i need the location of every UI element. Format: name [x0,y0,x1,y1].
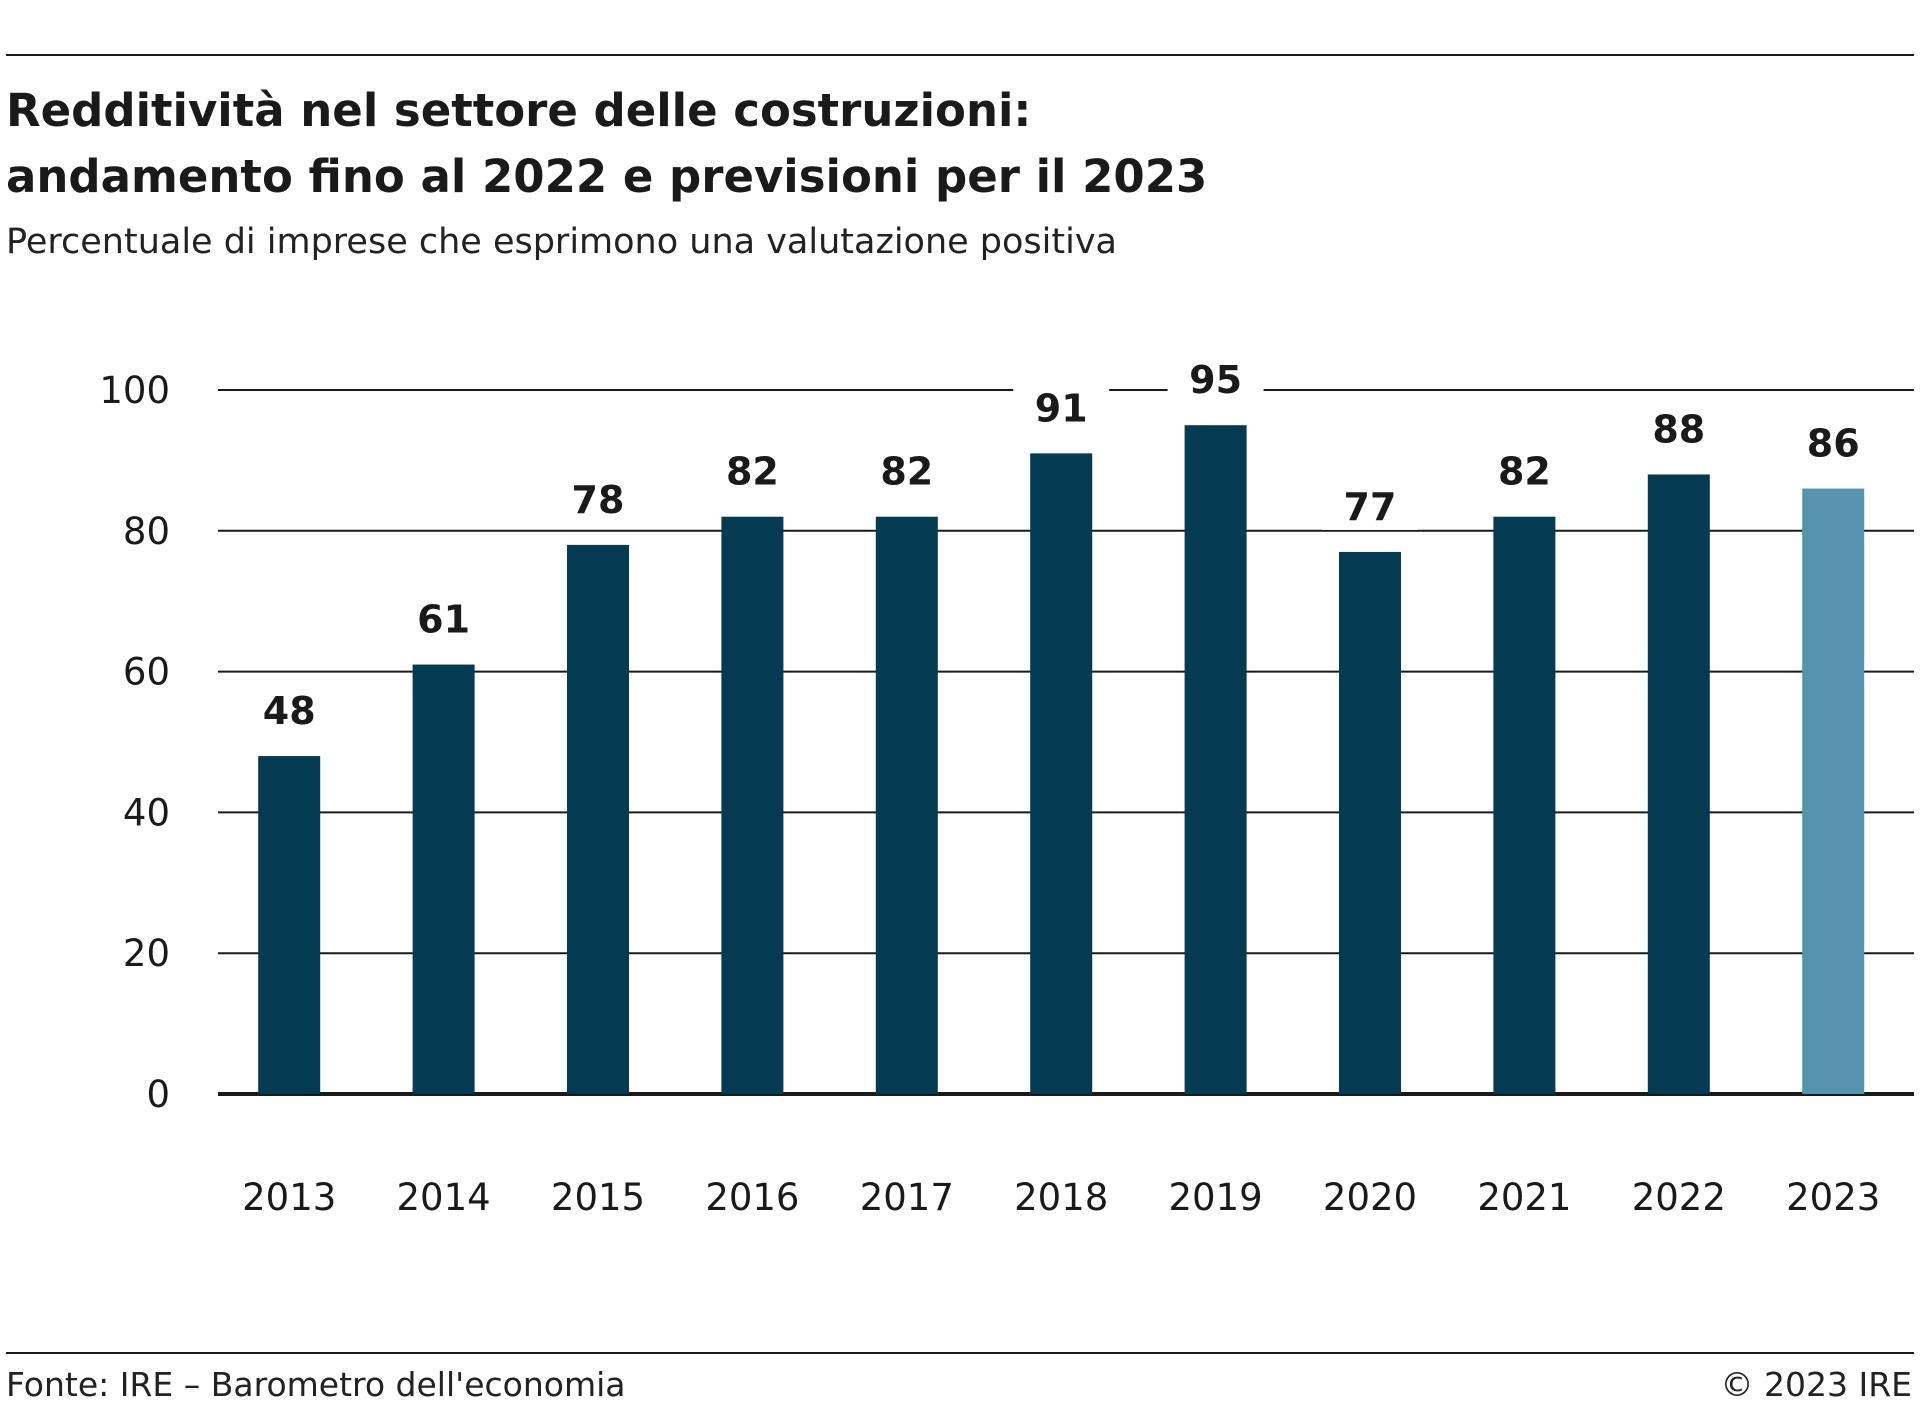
bar-2023 [1802,488,1865,1094]
data-label-2020: 77 [1344,485,1397,529]
data-labels: 48 61 78 82 82 91 95 77 82 88 86 [241,349,1882,735]
data-label-background [395,588,492,643]
y-tick-label: 80 [123,510,170,553]
y-tick-label: 100 [99,369,170,412]
bar-2015 [567,544,629,1094]
x-tick-label-2015: 2015 [551,1176,645,1219]
data-label-background [1630,398,1727,453]
x-tick-label-2016: 2016 [705,1176,799,1219]
data-label-2015: 78 [572,478,625,522]
data-label-2018: 91 [1035,386,1088,430]
data-label-2014: 61 [417,598,470,642]
data-label-background [1013,377,1110,432]
data-label-background [241,680,338,735]
bar-2021 [1493,516,1556,1094]
x-tick-label-2014: 2014 [397,1176,491,1219]
data-label-2017: 82 [880,450,933,494]
y-tick-label: 60 [123,651,170,694]
y-tick-label: 40 [123,791,170,834]
bar-2017 [875,516,938,1094]
source-note: Fonte: IRE – Barometro dell'economia [6,1365,626,1404]
data-label-background [550,468,646,523]
x-tick-label-2021: 2021 [1477,1176,1571,1219]
y-axis-tick-labels: 0 20 40 60 80 100 [99,369,170,1116]
chart-title-line-2: andamento fino al 2022 e previsioni per … [6,150,1208,203]
x-tick-label-2013: 2013 [242,1176,336,1219]
top-rule [6,54,1914,56]
x-tick-label-2022: 2022 [1632,1176,1726,1219]
chart-title-line-1: Redditività nel settore delle costruzion… [6,84,1032,137]
x-tick-label-2019: 2019 [1169,1176,1263,1219]
data-label-2021: 82 [1498,450,1551,494]
data-label-background [1322,475,1418,530]
data-label-background [1167,349,1264,404]
data-label-background [1785,412,1882,467]
y-tick-label: 20 [123,932,170,975]
bar-2022 [1647,474,1710,1095]
data-label-background [704,440,801,495]
x-axis-tick-labels: 2013 2014 2015 2016 2017 2018 2019 2020 2021 2022… [242,1176,1880,1219]
data-label-2022: 88 [1652,407,1705,451]
bar-2018 [1030,453,1093,1094]
x-tick-label-2023: 2023 [1786,1176,1880,1219]
data-label-background [858,440,955,495]
x-tick-label-2020: 2020 [1323,1176,1417,1219]
y-tick-label: 0 [146,1073,170,1116]
x-tick-label-2017: 2017 [860,1176,954,1219]
data-label-2023: 86 [1807,422,1860,466]
bar-2013 [258,756,321,1094]
data-label-2016: 82 [726,450,779,494]
bar-2019 [1184,425,1247,1094]
data-label-background [1476,440,1573,495]
copyright-note: © 2023 IRE [1720,1365,1912,1404]
data-label-2013: 48 [263,689,316,733]
chart-subtitle: Percentuale di imprese che esprimono una… [6,222,1117,262]
bars [258,425,1865,1095]
data-label-2019: 95 [1189,358,1242,402]
bar-2014 [412,664,475,1094]
bar-2020 [1339,551,1401,1094]
x-tick-label-2018: 2018 [1014,1176,1108,1219]
chart-title: Redditività nel settore delle costruzion… [6,78,1207,210]
bottom-rule [6,1352,1914,1354]
bar-2016 [721,516,784,1094]
